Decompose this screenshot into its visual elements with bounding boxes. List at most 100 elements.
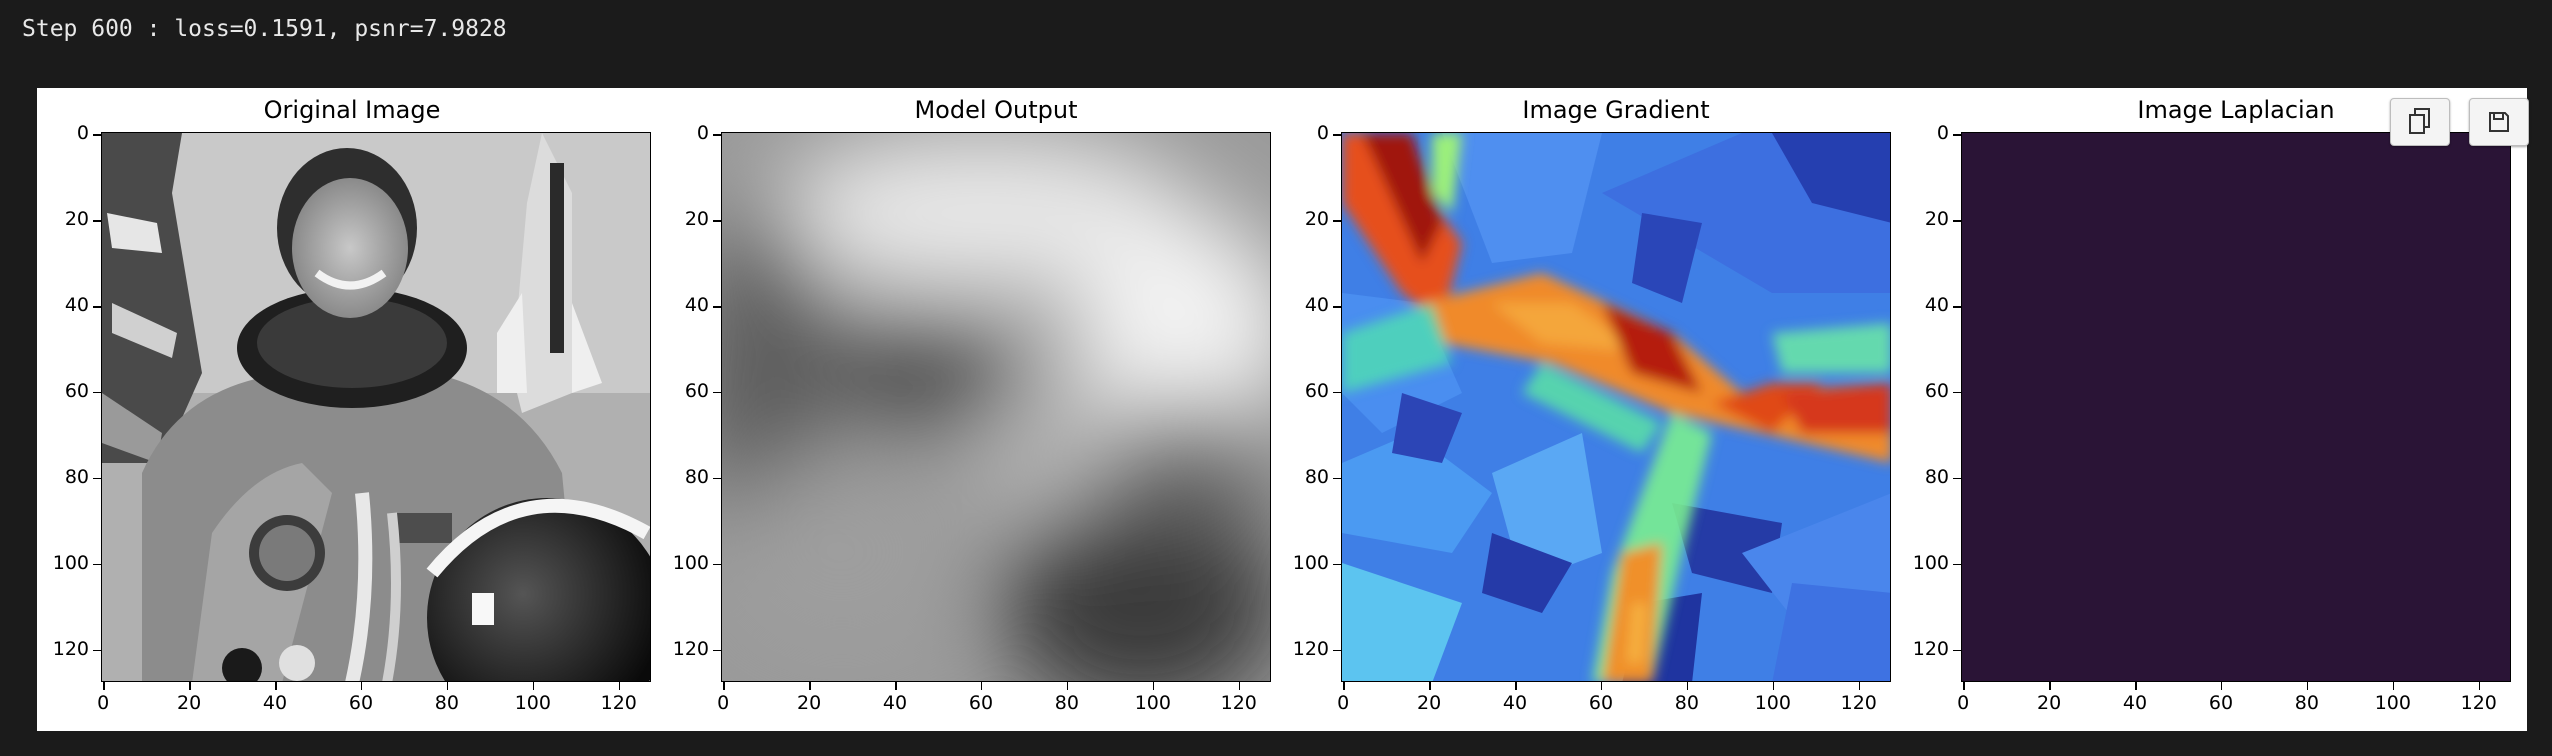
y-tick-label: 100 <box>672 551 709 574</box>
x-tick-mark <box>532 682 535 690</box>
y-tick-mark <box>713 649 721 652</box>
y-tick-mark <box>93 134 101 136</box>
y-tick-label: 40 <box>684 294 709 317</box>
x-tick-label: 0 <box>1337 692 1350 714</box>
y-tick-mark <box>1953 220 1961 222</box>
y-tick-mark <box>1333 391 1341 394</box>
y-tick-label: 40 <box>1924 294 1949 317</box>
axes-image-laplacian <box>1961 132 2511 682</box>
copy-figure-button[interactable] <box>2390 98 2450 146</box>
panel-model-output: Model Output <box>657 88 1271 731</box>
y-tick-mark <box>93 563 101 566</box>
y-tick-label: 80 <box>684 465 709 488</box>
y-tick-mark <box>1953 134 1961 136</box>
stdout-text: Step 600 : loss=0.1591, psnr=7.9828 <box>22 16 507 42</box>
original-image <box>102 133 650 681</box>
x-tick-mark <box>1772 682 1775 690</box>
x-tick-label: 120 <box>2460 692 2497 714</box>
y-tick-label: 0 <box>696 122 709 145</box>
y-tick-label: 20 <box>1924 208 1949 231</box>
x-tick-mark <box>446 682 449 690</box>
y-tick-mark <box>713 391 721 394</box>
x-tick-mark <box>2220 682 2223 690</box>
y-tick-mark <box>1333 220 1341 222</box>
save-figure-button[interactable] <box>2469 98 2529 146</box>
image-gradient-heatmap <box>1342 133 1890 681</box>
y-tick-label: 40 <box>64 294 89 317</box>
copy-icon <box>2409 108 2430 134</box>
y-tick-label: 80 <box>1924 465 1949 488</box>
x-tick-mark <box>1343 682 1345 690</box>
model-output-image <box>722 133 1270 681</box>
x-tick-mark <box>1515 682 1517 690</box>
y-tick-mark <box>1333 649 1341 652</box>
x-tick-label: 100 <box>2374 692 2411 714</box>
x-tick-label: 80 <box>1054 692 1079 714</box>
y-tick-label: 40 <box>1304 294 1329 317</box>
x-tick-mark <box>1066 682 1069 690</box>
y-tick-label: 100 <box>52 551 89 574</box>
x-tick-label: 0 <box>1957 692 1970 714</box>
x-tick-label: 60 <box>2208 692 2234 714</box>
x-tick-mark <box>2049 682 2051 690</box>
x-tick-mark <box>2306 682 2309 690</box>
y-tick-label: 0 <box>76 122 89 145</box>
y-tick-label: 100 <box>1912 551 1949 574</box>
x-tick-label: 20 <box>2036 692 2062 714</box>
x-tick-mark <box>980 682 983 690</box>
x-tick-mark <box>189 682 191 690</box>
x-tick-mark <box>360 682 363 690</box>
y-tick-mark <box>1953 649 1961 652</box>
x-tick-mark <box>2392 682 2395 690</box>
y-tick-mark <box>93 306 101 308</box>
panel-title-image-laplacian: Image Laplacian <box>2137 96 2335 124</box>
y-tick-mark <box>1333 306 1341 308</box>
y-tick-mark <box>1333 477 1341 480</box>
x-tick-label: 40 <box>2122 692 2148 714</box>
y-tick-mark <box>1953 391 1961 394</box>
x-tick-mark <box>2478 682 2481 690</box>
x-tick-label: 80 <box>1674 692 1699 714</box>
x-tick-mark <box>2135 682 2137 690</box>
x-tick-label: 0 <box>717 692 730 714</box>
x-tick-mark <box>1858 682 1861 690</box>
y-tick-label: 60 <box>684 379 709 402</box>
y-tick-mark <box>713 563 721 566</box>
x-tick-label: 20 <box>1416 692 1442 714</box>
y-tick-mark <box>713 220 721 222</box>
y-tick-label: 0 <box>1936 122 1949 145</box>
axes-model-output <box>721 132 1271 682</box>
panel-title-original: Original Image <box>263 96 441 124</box>
y-tick-mark <box>713 477 721 480</box>
y-tick-label: 80 <box>64 465 89 488</box>
y-tick-label: 0 <box>1316 122 1329 145</box>
x-tick-label: 80 <box>2294 692 2319 714</box>
x-tick-mark <box>1963 682 1965 690</box>
y-tick-label: 120 <box>672 637 709 660</box>
y-tick-label: 120 <box>1912 637 1949 660</box>
x-tick-mark <box>723 682 725 690</box>
axes-original-image <box>101 132 651 682</box>
x-tick-label: 40 <box>262 692 288 714</box>
axes-image-gradient <box>1341 132 1891 682</box>
panel-title-model-output: Model Output <box>914 96 1078 124</box>
x-tick-label: 40 <box>882 692 908 714</box>
y-tick-label: 60 <box>1924 379 1949 402</box>
y-tick-mark <box>713 134 721 136</box>
y-tick-mark <box>93 477 101 480</box>
y-tick-mark <box>93 649 101 652</box>
x-tick-label: 60 <box>348 692 374 714</box>
y-tick-label: 60 <box>1304 379 1329 402</box>
x-tick-mark <box>809 682 811 690</box>
x-tick-label: 80 <box>434 692 459 714</box>
matplotlib-figure: Original Image <box>37 88 2529 731</box>
x-tick-mark <box>1686 682 1689 690</box>
y-tick-label: 80 <box>1304 465 1329 488</box>
panel-image-laplacian: Image Laplacian 0 20 40 60 80 100 120 0 20 40 60 80… <box>1897 88 2511 731</box>
x-tick-mark <box>895 682 897 690</box>
save-icon <box>2489 112 2509 132</box>
y-tick-mark <box>1333 563 1341 566</box>
x-tick-label: 120 <box>1840 692 1877 714</box>
y-tick-mark <box>1953 477 1961 480</box>
